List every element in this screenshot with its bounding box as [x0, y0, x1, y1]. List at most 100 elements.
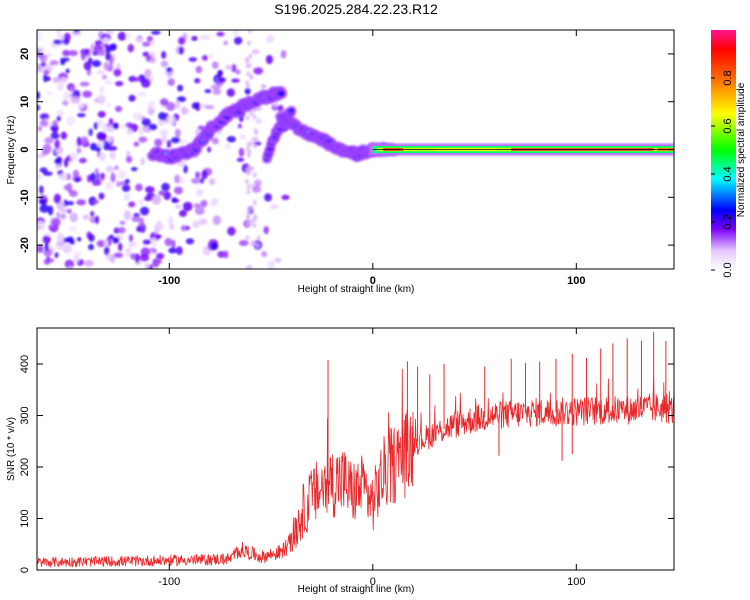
noise-blob — [204, 88, 212, 94]
noise-blob — [56, 115, 61, 122]
noise-blob — [235, 69, 241, 75]
noise-blob — [151, 237, 157, 248]
noise-blob — [38, 199, 47, 205]
noise-blob — [142, 51, 150, 57]
noise-blob — [181, 225, 186, 232]
noise-blob — [139, 206, 150, 216]
noise-blob — [126, 150, 131, 157]
noise-blob — [68, 50, 78, 57]
noise-blob — [74, 177, 81, 183]
noise-blob — [211, 61, 219, 69]
noise-blob — [123, 193, 130, 202]
noise-blob — [112, 237, 120, 244]
noise-blob — [103, 239, 109, 247]
noise-blob — [127, 44, 134, 53]
noise-blob — [57, 83, 64, 91]
noise-blob — [132, 77, 142, 82]
noise-blob — [204, 104, 215, 110]
noise-blob — [43, 232, 52, 237]
noise-blob — [256, 235, 261, 241]
noise-blob — [256, 178, 261, 184]
noise-blob — [126, 128, 133, 135]
noise-blob — [65, 68, 70, 74]
noise-blob — [192, 221, 201, 229]
noise-blob — [76, 237, 82, 242]
y-tick-label: 400 — [19, 355, 31, 373]
noise-blob — [255, 118, 262, 124]
noise-blob — [125, 155, 133, 163]
noise-blob — [236, 157, 245, 162]
noise-blob — [112, 122, 119, 130]
noise-blob — [170, 137, 181, 144]
noise-blob — [139, 217, 145, 226]
colorbar-tick-label: 0.0 — [722, 262, 734, 277]
noise-blob — [247, 63, 252, 69]
noise-blob — [37, 91, 40, 100]
noise-blob — [194, 78, 201, 84]
noise-blob — [62, 49, 71, 57]
noise-blob — [217, 70, 223, 78]
colorbar-label: Normalized spectral amplitude — [736, 82, 747, 217]
noise-blob — [239, 134, 247, 140]
noise-blob — [60, 213, 66, 220]
noise-blob — [199, 34, 210, 40]
noise-blob — [64, 259, 75, 269]
noise-blob — [39, 204, 50, 213]
noise-blob — [39, 185, 44, 195]
noise-blob — [156, 252, 165, 260]
noise-blob — [56, 30, 61, 38]
noise-blob — [49, 60, 59, 66]
noise-blob — [209, 201, 219, 207]
x-tick-label: 0 — [370, 275, 376, 287]
noise-blob — [159, 129, 169, 137]
noise-blob — [161, 182, 170, 192]
noise-blob — [50, 132, 60, 140]
noise-blob — [104, 80, 113, 85]
noise-blob — [280, 50, 287, 59]
noise-blob — [194, 206, 205, 215]
noise-blob — [101, 125, 109, 133]
noise-blob — [105, 51, 111, 61]
x-tick-label: 100 — [567, 576, 585, 588]
noise-blob — [151, 30, 161, 35]
noise-blob — [60, 59, 66, 66]
snr-x-axis-label: Height of straight line (km) — [298, 584, 415, 595]
noise-blob — [226, 88, 236, 97]
noise-blob — [76, 147, 82, 154]
noise-blob — [108, 118, 114, 126]
noise-blob — [131, 216, 141, 223]
noise-blob — [96, 140, 104, 148]
noise-blob — [245, 80, 250, 86]
noise-blob — [144, 68, 152, 78]
noise-blob — [246, 152, 251, 158]
noise-blob — [99, 86, 105, 94]
noise-blob — [97, 49, 106, 56]
noise-blob — [140, 78, 151, 88]
noise-blob — [185, 238, 195, 245]
noise-blob — [43, 73, 48, 83]
noise-blob — [178, 46, 184, 55]
spectrogram-y-axis-label: Frequency (Hz) — [6, 116, 17, 185]
noise-blob — [110, 172, 116, 183]
noise-blob — [96, 131, 107, 141]
noise-blob — [77, 103, 85, 109]
noise-blob — [143, 196, 153, 201]
noise-blob — [247, 30, 252, 34]
noise-blob — [134, 253, 140, 264]
noise-blob — [252, 172, 257, 178]
snr-background — [37, 328, 674, 570]
spectrogram-heatmap — [37, 30, 674, 269]
noise-blob — [43, 248, 53, 257]
noise-blob — [211, 198, 219, 203]
noise-blob — [261, 250, 268, 258]
y-tick-label: 0 — [19, 146, 31, 152]
colorbar-ticks: 0.0 0.2 0.4 0.6 0.8 — [711, 70, 734, 278]
noise-blob — [247, 40, 252, 46]
noise-blob — [154, 226, 160, 235]
noise-blob — [155, 259, 162, 264]
noise-blob — [150, 40, 156, 46]
noise-blob — [250, 166, 255, 172]
noise-blob — [37, 46, 45, 54]
